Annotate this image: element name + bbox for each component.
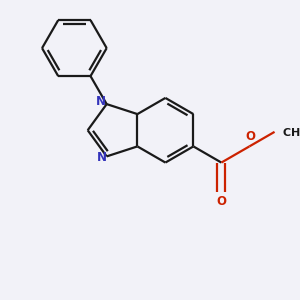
Text: CH$_3$: CH$_3$ — [282, 126, 300, 140]
Text: O: O — [216, 195, 226, 208]
Text: O: O — [245, 130, 255, 143]
Text: N: N — [97, 151, 107, 164]
Text: N: N — [96, 95, 106, 109]
